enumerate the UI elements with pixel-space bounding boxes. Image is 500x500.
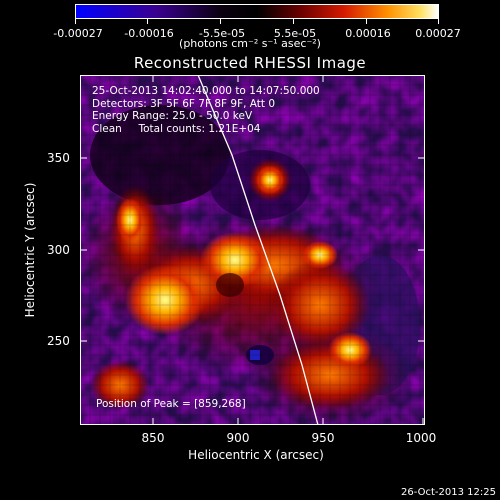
y-tick-label: 350 <box>47 151 70 165</box>
energy-range: Energy Range: 25.0 - 50.0 keV <box>92 110 253 122</box>
peak-position: Position of Peak = [859,268] <box>96 398 246 410</box>
colorbar-tick-label: -5.5e-05 <box>198 27 246 40</box>
colorbar-tick-label: -0.00027 <box>53 27 103 40</box>
rhessi-image <box>80 75 425 425</box>
x-axis-label: Heliocentric X (arcsec) <box>188 448 324 462</box>
colorbar-tick-label: -0.00016 <box>124 27 174 40</box>
colorbar-tick-label: 5.5e-05 <box>273 27 317 40</box>
colorbar <box>75 4 439 19</box>
colorbar-units: (photons cm⁻² s⁻¹ asec⁻²) <box>179 37 321 50</box>
image-title: Reconstructed RHESSI Image <box>133 54 367 72</box>
colorbar-tick-label: 0.00016 <box>345 27 391 40</box>
y-axis-label: Heliocentric Y (arcsec) <box>23 182 37 318</box>
image-info-overlay: 25-Oct-2013 14:02:40.000 to 14:07:50.000… <box>92 85 320 135</box>
footer-timestamp: 26-Oct-2013 12:25 <box>401 487 496 498</box>
colorbar-tick-label: 0.00027 <box>415 27 461 40</box>
x-tick-label: 900 <box>226 431 250 445</box>
colorbar-tick-marks <box>75 18 439 24</box>
time-range: 25-Oct-2013 14:02:40.000 to 14:07:50.000 <box>92 85 320 97</box>
x-tick-label: 850 <box>141 431 165 445</box>
detectors: Detectors: 3F 5F 6F 7F 8F 9F, Att 0 <box>92 97 276 110</box>
x-tick-label: 1000 <box>405 431 437 445</box>
y-tick-label: 300 <box>47 243 70 257</box>
clean-counts: Clean Total counts: 1.21E+04 <box>92 122 261 135</box>
x-tick-label: 950 <box>311 431 335 445</box>
y-tick-label: 250 <box>47 334 70 348</box>
